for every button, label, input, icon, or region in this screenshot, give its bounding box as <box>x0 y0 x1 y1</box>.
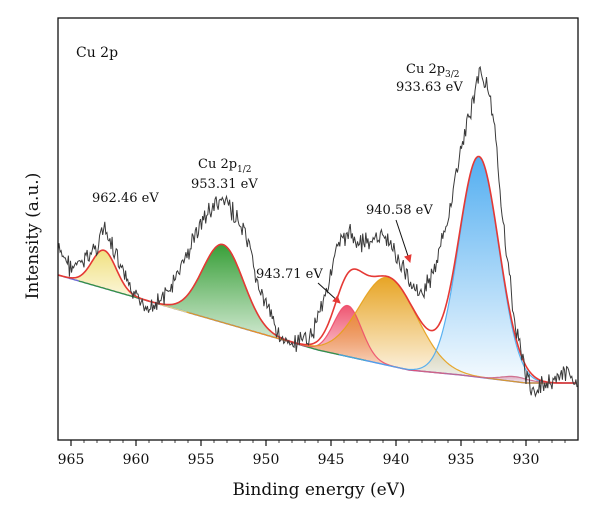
annotation-a4: 940.58 eV <box>366 203 433 218</box>
chart-text: Cu 2p Binding energy (eV) Intensity (a.u… <box>23 45 406 500</box>
peak-line-0 <box>57 249 190 314</box>
y-axis-title: Intensity (a.u.) <box>23 173 43 300</box>
annotation-a5a: Cu 2p3/2 <box>406 62 460 80</box>
x-tick-label-950: 950 <box>253 452 280 468</box>
peak-fill-1 <box>78 244 367 361</box>
x-tick-label-965: 965 <box>58 452 85 468</box>
annotation-a5b: 933.63 eV <box>396 80 463 95</box>
arrow-940 <box>395 219 412 263</box>
x-tick-label-955: 955 <box>188 452 215 468</box>
annotation-a1: 962.46 eV <box>92 191 159 206</box>
x-axis-ticks: 965 960 955 950 945 940 935 930 <box>58 440 566 468</box>
peak-fill-3 <box>186 277 577 383</box>
x-tick-label-940: 940 <box>383 452 410 468</box>
peak-fill-0 <box>58 250 190 313</box>
arrow-943 <box>317 282 341 304</box>
x-tick-label-960: 960 <box>123 452 150 468</box>
x-tick-label-930: 930 <box>513 452 540 468</box>
fit-lines <box>57 155 577 384</box>
panel-label: Cu 2p <box>76 45 118 61</box>
annotation-a3: 943.71 eV <box>256 267 323 282</box>
x-tick-label-935: 935 <box>448 452 475 468</box>
peak-annotations: 962.46 eV Cu 2p1/2 953.31 eV 943.71 eV 940.5… <box>92 62 463 304</box>
peak-fill-4 <box>338 157 577 383</box>
annotation-a2b: 953.31 eV <box>191 177 258 192</box>
fit-envelope <box>57 155 577 384</box>
x-axis-title: Binding energy (eV) <box>232 480 405 500</box>
raw-data <box>57 65 578 398</box>
peak-line-3 <box>186 276 577 384</box>
peak-fills <box>58 157 577 383</box>
annotation-a2a: Cu 2p1/2 <box>198 157 252 175</box>
raw-spectrum <box>57 65 578 398</box>
x-tick-label-945: 945 <box>318 452 345 468</box>
